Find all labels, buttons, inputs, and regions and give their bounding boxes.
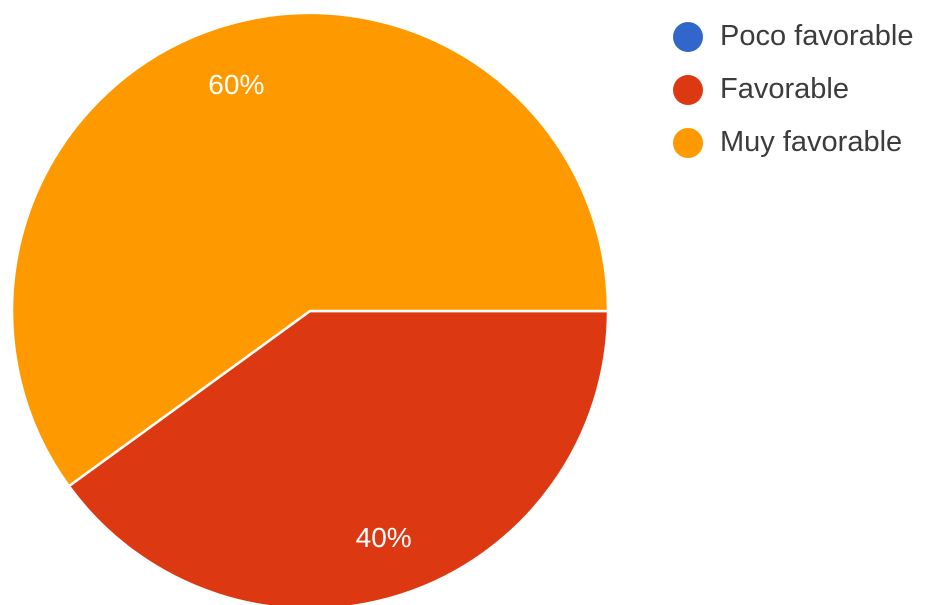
legend-swatch-favorable	[673, 74, 703, 105]
pie-slice-favorable[interactable]	[67, 309, 610, 605]
pie-slice-label-favorable: 40%	[356, 522, 412, 553]
legend-item-poco-favorable[interactable]: Poco favorable	[673, 10, 913, 63]
legend-swatch-muy-favorable	[673, 127, 703, 158]
legend-label-favorable: Favorable	[720, 73, 849, 105]
legend-swatch-poco-favorable	[673, 21, 703, 52]
pie-slice-label-muy-favorable: 60%	[208, 69, 264, 100]
pie-plot: 40% 60%	[10, 11, 610, 605]
legend-item-favorable[interactable]: Favorable	[673, 63, 913, 116]
legend-label-muy-favorable: Muy favorable	[720, 126, 903, 158]
legend-label-poco-favorable: Poco favorable	[720, 20, 914, 52]
legend-item-muy-favorable[interactable]: Muy favorable	[673, 116, 913, 169]
legend: Poco favorable Favorable Muy favorable	[673, 10, 913, 169]
pie-slice-muy-favorable[interactable]	[10, 11, 610, 488]
